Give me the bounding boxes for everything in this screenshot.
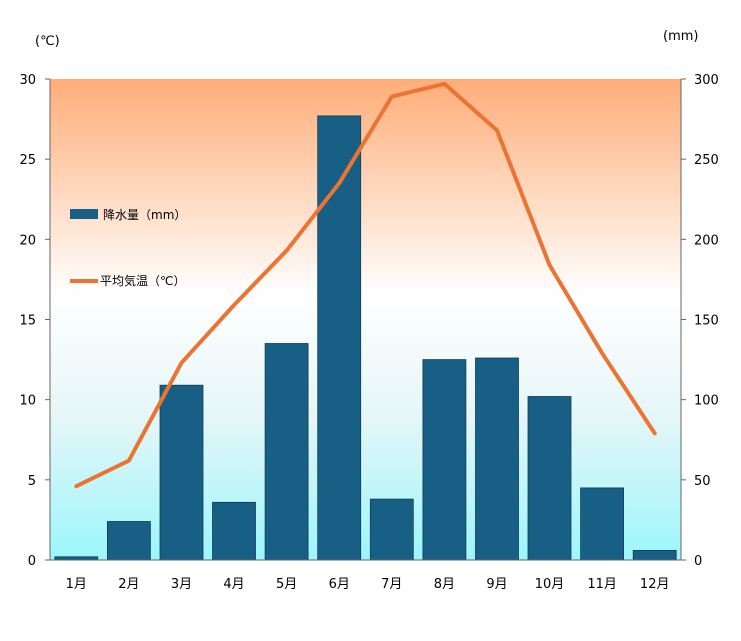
right-tick-label: 300 [694, 73, 719, 88]
temperature-line [74, 81, 657, 489]
x-tick-label: 5月 [276, 577, 297, 592]
x-tick-label: 10月 [535, 577, 565, 592]
left-axis-ticks: 0 5 10 15 20 25 30 [19, 73, 50, 569]
legend-bar-swatch [70, 209, 98, 219]
left-tick-label: 30 [19, 73, 36, 88]
right-tick-label: 250 [694, 153, 719, 168]
x-tick-label: 2月 [118, 577, 139, 592]
legend-bar-label: 降水量（mm） [103, 208, 186, 222]
x-axis-ticks: 1月 2月 3月 4月 5月 6月 7月 8月 9月 10月 11月 12月 [66, 577, 670, 592]
left-axis-unit: (℃) [35, 34, 60, 49]
left-tick-label: 20 [19, 233, 36, 248]
bar-2 [107, 521, 151, 561]
bar-9 [475, 357, 519, 561]
plot-area [50, 79, 681, 560]
x-tick-label: 4月 [223, 577, 244, 592]
x-tick-label: 11月 [587, 577, 617, 592]
x-tick-label: 1月 [66, 577, 87, 592]
bar-10 [527, 396, 572, 561]
right-tick-label: 200 [694, 233, 719, 248]
bar-3 [159, 384, 204, 561]
legend: 降水量（mm） 平均気温（℃） [70, 208, 186, 288]
left-tick-label: 15 [19, 314, 36, 329]
bar-7 [369, 498, 414, 561]
left-tick-label: 10 [19, 394, 36, 409]
x-tick-label: 12月 [640, 577, 670, 592]
precipitation-bars [54, 115, 677, 561]
bar-11 [580, 487, 624, 561]
x-tick-label: 3月 [171, 577, 192, 592]
bar-4 [212, 501, 256, 561]
left-tick-label: 25 [19, 153, 36, 168]
bar-12 [632, 550, 677, 561]
x-tick-label: 9月 [486, 577, 507, 592]
right-axis-unit: (mm) [663, 29, 698, 44]
x-tick-label: 8月 [434, 577, 455, 592]
right-tick-label: 150 [694, 314, 719, 329]
left-tick-label: 5 [28, 474, 36, 489]
bar-5 [264, 343, 309, 561]
right-axis-ticks: 0 50 100 150 200 250 300 [681, 73, 719, 569]
legend-line-label: 平均気温（℃） [100, 273, 185, 288]
right-tick-label: 50 [694, 474, 711, 489]
x-tick-label: 6月 [329, 577, 350, 592]
right-tick-label: 0 [694, 554, 702, 569]
right-tick-label: 100 [694, 394, 719, 409]
bar-8 [422, 359, 467, 561]
left-tick-label: 0 [28, 554, 36, 569]
x-tick-label: 7月 [381, 577, 402, 592]
